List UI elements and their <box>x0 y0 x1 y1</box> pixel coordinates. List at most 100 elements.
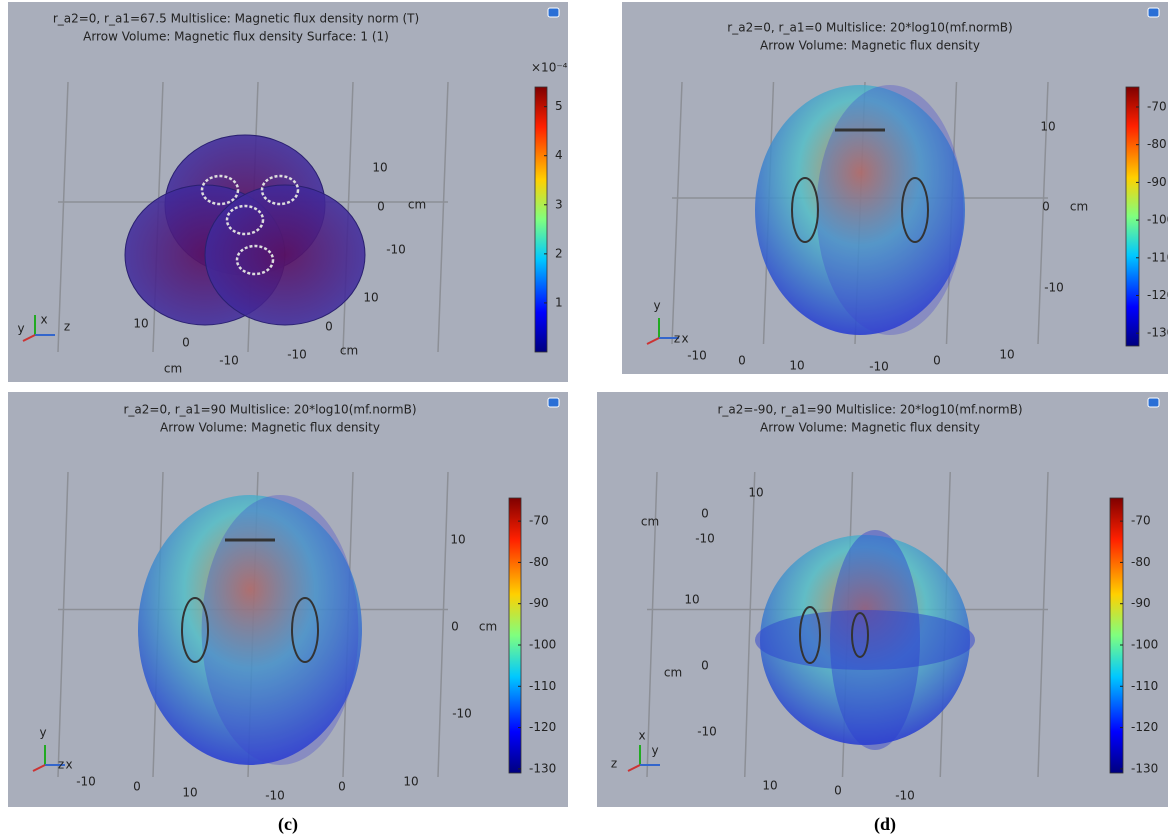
axis-label: z <box>674 332 680 346</box>
colorbar <box>534 86 548 353</box>
axis-label: -10 <box>895 789 915 803</box>
axis-frame <box>437 471 449 778</box>
triad-arrow <box>627 764 641 772</box>
colorbar-exponent: ×10⁻⁴ <box>531 61 568 75</box>
field-surface <box>138 495 362 765</box>
colorbar-tick-label: -90 <box>1147 175 1167 189</box>
logo <box>547 397 560 408</box>
axis-frame <box>671 81 683 345</box>
colorbar-tick-label: -130 <box>1147 326 1168 340</box>
coil <box>791 177 819 243</box>
coil <box>901 177 929 243</box>
plot-title: r_a2=0, r_a1=0 Multislice: 20*log10(mf.n… <box>727 21 1012 35</box>
axis-label: cm <box>408 198 426 212</box>
axis-label: x <box>65 758 72 772</box>
axis-label: 0 <box>933 354 941 368</box>
axis-label: cm <box>664 666 682 680</box>
axis-label: 10 <box>182 786 197 800</box>
plot-title: Arrow Volume: Magnetic flux density Surf… <box>83 30 389 44</box>
axis-label: -10 <box>1044 281 1064 295</box>
axis-label: 10 <box>372 161 387 175</box>
colorbar-tick-label: 4 <box>555 148 563 162</box>
colorbar-tick-label: -90 <box>529 596 549 610</box>
axis-label: -10 <box>452 707 472 721</box>
axis-label: cm <box>164 362 182 376</box>
logo <box>1147 397 1160 408</box>
slice <box>830 530 920 750</box>
axis-label: 0 <box>701 659 709 673</box>
colorbar-tick-label: 2 <box>555 246 563 260</box>
axis-label: 0 <box>325 320 333 334</box>
colorbar-tick-label: 1 <box>555 295 563 309</box>
triad-arrow <box>646 337 660 345</box>
colorbar-tick-label: 3 <box>555 197 563 211</box>
colorbar-tick-label: -100 <box>529 637 556 651</box>
axis-label: 10 <box>1040 120 1055 134</box>
axis-label: 0 <box>451 620 459 634</box>
colorbar-tick-label: -130 <box>1131 761 1158 775</box>
axis-label: -10 <box>265 789 285 803</box>
colorbar-tick-label: -70 <box>1147 99 1167 113</box>
axis-label: z <box>64 320 70 334</box>
colorbar-tick-label: 5 <box>555 99 563 113</box>
axis-label: cm <box>479 620 497 634</box>
coil <box>291 597 319 663</box>
slice <box>816 85 964 335</box>
axis-label: 10 <box>133 317 148 331</box>
axis-label: cm <box>340 344 358 358</box>
plot-title: r_a2=0, r_a1=90 Multislice: 20*log10(mf.… <box>123 403 416 417</box>
colorbar-tick-label: -120 <box>1147 288 1168 302</box>
axis-label: 10 <box>363 291 378 305</box>
axis-label: 10 <box>999 348 1014 362</box>
plot-title: r_a2=-90, r_a1=90 Multislice: 20*log10(m… <box>718 403 1023 417</box>
axis-label: -10 <box>287 348 307 362</box>
colorbar-tick-label: -100 <box>1131 637 1158 651</box>
colorbar-tick-label: -80 <box>1147 137 1167 151</box>
axis-label: -10 <box>687 349 707 363</box>
plot-title: r_a2=0, r_a1=67.5 Multislice: Magnetic f… <box>53 12 419 26</box>
logo <box>1147 7 1160 18</box>
axis-label: x <box>681 332 688 346</box>
colorbar-tick-label: -80 <box>1131 555 1151 569</box>
field-surface <box>755 85 965 335</box>
axis-frame <box>57 81 69 353</box>
slice <box>201 495 359 765</box>
coil <box>260 174 300 206</box>
axis-label: -10 <box>386 243 406 257</box>
colorbar-tick-label: -90 <box>1131 596 1151 610</box>
axis-label: y <box>39 726 46 740</box>
caption: (c) <box>278 814 298 835</box>
logo <box>547 7 560 18</box>
axis-label: 10 <box>403 775 418 789</box>
axis-frame <box>1037 81 1049 345</box>
axis-label: z <box>58 758 64 772</box>
axis-label: -10 <box>76 775 96 789</box>
coil <box>235 244 275 276</box>
axis-label: -10 <box>695 532 715 546</box>
coil <box>851 612 869 658</box>
axis-label: y <box>651 744 658 758</box>
slice <box>755 610 975 670</box>
axis-label: 10 <box>748 486 763 500</box>
axis-label: cm <box>1070 200 1088 214</box>
axis-label: 10 <box>762 779 777 793</box>
axis-frame <box>646 471 658 778</box>
axis-label: y <box>17 322 24 336</box>
axis-label: 0 <box>133 780 141 794</box>
coil <box>225 204 265 236</box>
colorbar-tick-label: -110 <box>529 679 556 693</box>
axis-label: x <box>40 313 47 327</box>
plot-title: Arrow Volume: Magnetic flux density <box>760 421 980 435</box>
axis-label: 10 <box>450 533 465 547</box>
axis-label: 10 <box>789 359 804 373</box>
axis-label: 0 <box>738 354 746 368</box>
field-surface <box>204 184 366 326</box>
axis-label: 0 <box>338 780 346 794</box>
colorbar-tick-label: -70 <box>529 514 549 528</box>
coil <box>799 606 821 664</box>
axis-frame <box>57 471 69 778</box>
plot-title: Arrow Volume: Magnetic flux density <box>160 421 380 435</box>
axis-label: x <box>638 729 645 743</box>
triad-arrow <box>32 764 46 772</box>
coil <box>200 174 240 206</box>
